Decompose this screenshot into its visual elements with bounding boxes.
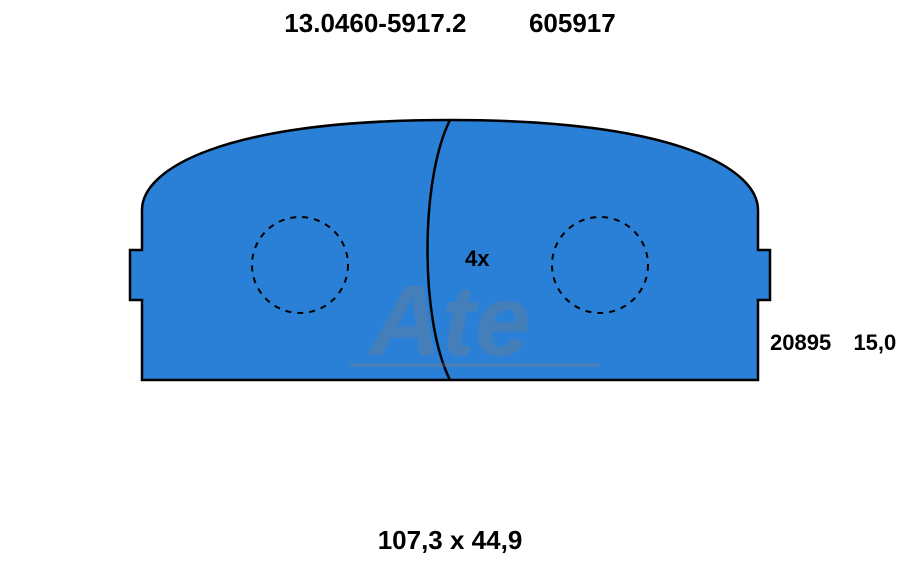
item-code: 20895 — [770, 330, 831, 355]
header-labels: 13.0460-5917.2 605917 — [0, 8, 900, 39]
short-code: 605917 — [529, 8, 616, 39]
brake-pad-diagram: 4x Ate — [100, 110, 800, 430]
svg-text:Ate: Ate — [366, 265, 530, 377]
thickness-value: 15,0 — [853, 330, 896, 355]
side-label: 20895 15,0 — [770, 330, 896, 356]
dimensions-label: 107,3 x 44,9 — [0, 525, 900, 556]
part-number: 13.0460-5917.2 — [284, 8, 466, 39]
diagram-stage: 4x Ate — [100, 110, 800, 430]
